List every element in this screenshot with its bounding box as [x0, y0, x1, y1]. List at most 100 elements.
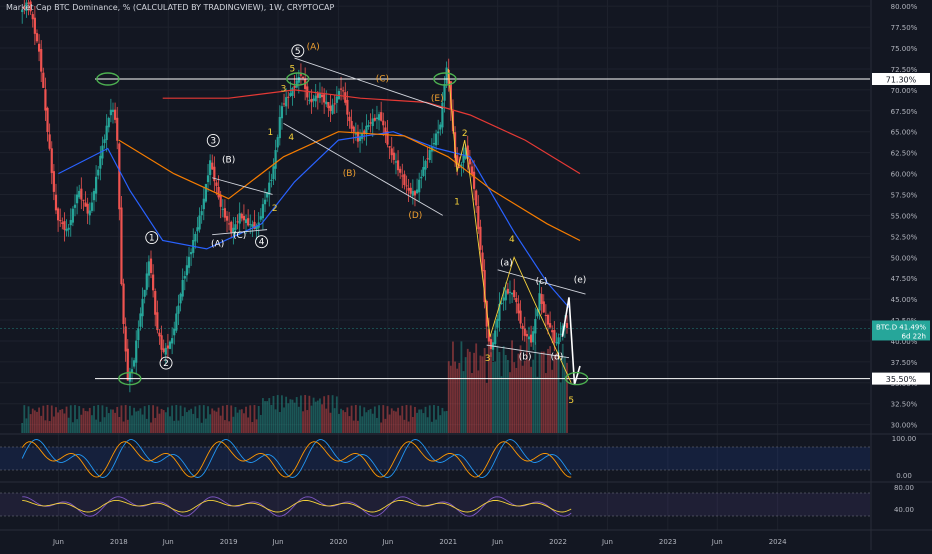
volume-bar	[274, 409, 277, 433]
volume-bar	[462, 371, 465, 433]
candle-body	[52, 171, 55, 192]
volume-bar	[183, 407, 186, 433]
wave-label: (D)	[408, 211, 422, 221]
volume-bar	[384, 418, 387, 433]
volume-bar	[116, 406, 119, 433]
candle-body	[401, 175, 404, 177]
volume-bar	[36, 411, 38, 433]
candle-body	[565, 323, 569, 328]
volume-bar	[137, 410, 140, 433]
current-symbol: BTC.D	[876, 323, 897, 331]
volume-bar	[177, 420, 180, 433]
volume-bar	[234, 407, 237, 433]
volume-bar	[397, 407, 399, 433]
volume-bar	[61, 409, 64, 433]
volume-bar	[135, 411, 138, 433]
volume-bar	[283, 407, 285, 433]
volume-bar	[122, 421, 125, 433]
candle-body	[54, 194, 58, 211]
candle-body	[225, 216, 229, 221]
volume-bar	[401, 405, 404, 433]
candle-body	[428, 150, 431, 160]
candle-body	[202, 198, 205, 210]
candle-body	[477, 206, 480, 230]
candle-body	[415, 189, 419, 194]
candle-body	[358, 136, 362, 142]
price-tick-label: 65.00%	[891, 129, 918, 137]
candle-body	[377, 114, 381, 121]
candle-body	[510, 292, 514, 295]
volume-bar	[561, 343, 564, 433]
time-tick-label: 2021	[439, 538, 457, 546]
volume-bar	[171, 405, 174, 433]
candle-body	[71, 208, 74, 223]
volume-bar	[485, 382, 488, 433]
candle-body	[171, 338, 174, 344]
wave-label: 4	[259, 238, 265, 248]
volume-bar	[481, 356, 484, 433]
candle-body	[249, 224, 252, 226]
candle-body	[299, 74, 303, 76]
candle-body	[259, 216, 262, 220]
volume-bar	[300, 395, 302, 433]
volume-bar	[238, 409, 241, 433]
volume-bar	[82, 408, 85, 433]
volume-bar	[65, 406, 68, 433]
candle-body	[80, 188, 83, 200]
candle-body	[386, 131, 389, 145]
candle-body	[67, 227, 70, 230]
volume-bar	[302, 411, 304, 433]
volume-bar	[458, 362, 461, 433]
volume-bar	[126, 419, 129, 433]
wave-label: (A)	[307, 43, 320, 53]
volume-bar	[338, 413, 340, 433]
candle-body	[287, 96, 290, 98]
wave-label: 5	[568, 396, 574, 406]
candle-body	[46, 107, 49, 133]
candle-body	[475, 190, 478, 206]
volume-bar	[416, 412, 418, 433]
volume-bar	[504, 354, 507, 433]
candle-body	[460, 164, 463, 167]
candle-body	[472, 171, 476, 189]
volume-bar	[198, 405, 201, 433]
volume-bar	[249, 405, 252, 433]
volume-bar	[101, 405, 104, 433]
time-tick-label: Jun	[52, 538, 64, 546]
volume-bar	[152, 405, 155, 433]
volume-bar	[335, 396, 338, 433]
volume-bar	[435, 419, 437, 433]
volume-bar	[511, 340, 513, 433]
candle-body	[42, 72, 45, 88]
candle-body	[145, 273, 148, 290]
candle-body	[380, 112, 383, 121]
volume-bar	[29, 414, 32, 433]
candle-body	[223, 208, 227, 218]
volume-bar	[173, 420, 176, 433]
volume-bar	[63, 413, 66, 433]
level-label-box	[872, 72, 930, 85]
level-label-box	[872, 372, 930, 385]
candle-body	[232, 227, 235, 233]
moving-average-line	[162, 89, 581, 175]
volume-bar	[78, 406, 81, 433]
candle-body	[109, 109, 112, 116]
candle-body	[548, 323, 552, 328]
candle-body	[152, 274, 155, 291]
candle-body	[84, 202, 87, 207]
volume-bar	[226, 405, 228, 433]
candle-body	[312, 98, 315, 101]
volume-bar	[186, 412, 188, 433]
candle-body	[483, 270, 486, 303]
volume-bar	[158, 413, 161, 433]
volume-bar	[487, 345, 490, 433]
volume-bar	[376, 417, 378, 433]
volume-bar	[483, 348, 486, 433]
volume-bar	[359, 405, 361, 433]
volume-bar	[333, 408, 336, 433]
candle-body	[158, 332, 161, 337]
volume-bar	[409, 405, 412, 433]
volume-bar	[31, 408, 34, 433]
candle-body	[44, 89, 47, 111]
candle-body	[130, 369, 134, 373]
